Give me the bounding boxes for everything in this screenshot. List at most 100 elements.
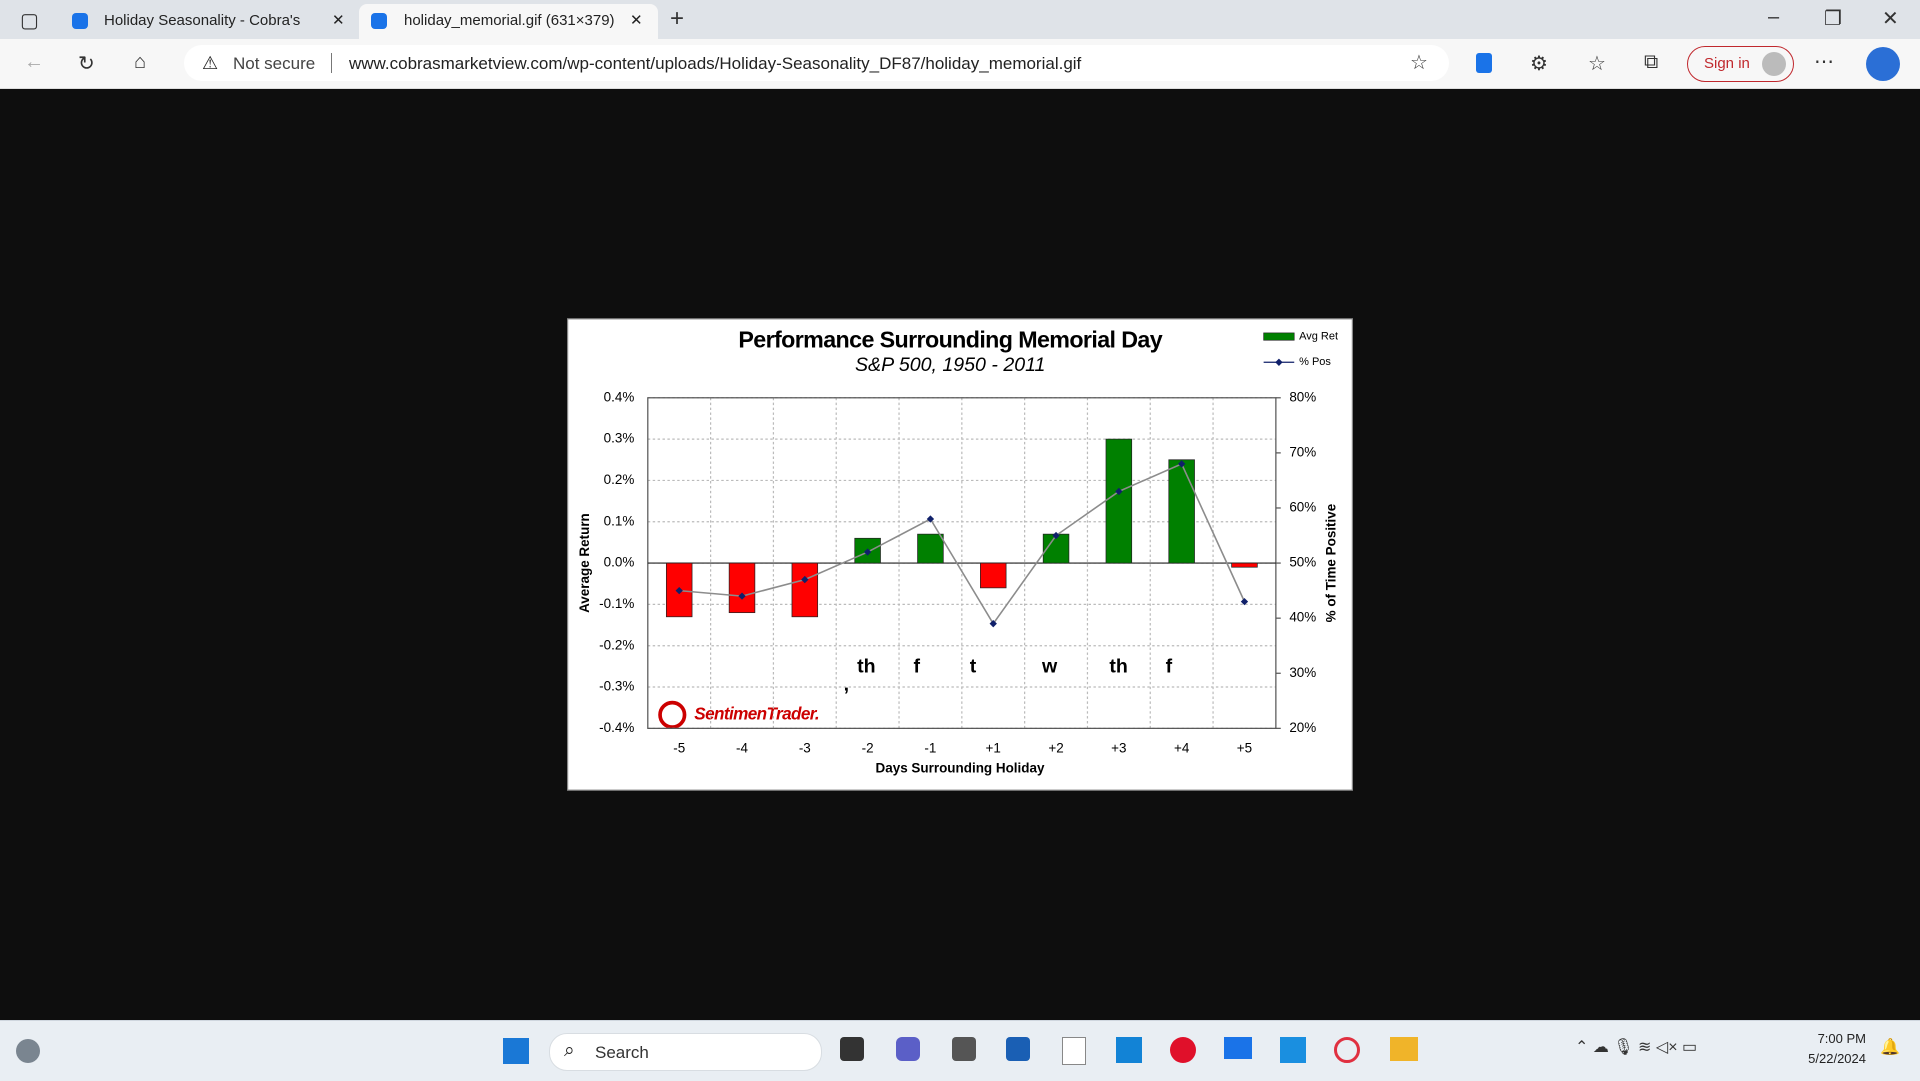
extension[interactable]	[1476, 53, 1492, 73]
annotation: ,	[844, 674, 849, 696]
app[interactable]	[1280, 1037, 1306, 1063]
separator	[331, 53, 332, 73]
minimize[interactable]: –	[1768, 6, 1780, 28]
sign-in[interactable]: Sign in	[1687, 46, 1794, 82]
y-tick-label: -0.3%	[599, 679, 634, 694]
x-tick-label: +4	[1174, 741, 1190, 756]
bar	[917, 533, 944, 564]
notifications[interactable]: 🔔	[1880, 1039, 1900, 1056]
legend-swatch	[1263, 332, 1295, 341]
y2-tick-label: 50%	[1289, 555, 1316, 570]
y2-axis-label: % of Time Positive	[1324, 503, 1339, 622]
y2-tick-label: 30%	[1289, 665, 1316, 680]
y-tick-label: 0.0%	[604, 555, 635, 570]
restore[interactable]: ❐	[1824, 8, 1842, 30]
y-tick-label: -0.2%	[599, 637, 634, 652]
chart: Performance Surrounding Memorial Day S&P…	[567, 318, 1353, 791]
favicon	[72, 13, 88, 29]
url: www.cobrasmarketview.com/wp-content/uplo…	[349, 54, 1082, 73]
tab-menu[interactable]: ▢	[20, 10, 39, 32]
x-tick-label: -3	[799, 741, 811, 756]
clock-time: 7:00 PM	[1817, 1031, 1866, 1046]
y2-tick-label: 40%	[1289, 610, 1316, 625]
x-tick-label: -2	[862, 741, 874, 756]
start[interactable]	[503, 1038, 529, 1064]
app[interactable]	[1224, 1037, 1252, 1059]
new-tab[interactable]: +	[670, 5, 685, 32]
y-tick-label: 0.2%	[604, 472, 635, 487]
favorites[interactable]: ☆	[1588, 53, 1606, 75]
bar	[791, 562, 819, 618]
legend-marker	[1275, 358, 1283, 366]
copilot[interactable]	[1866, 47, 1900, 81]
tab-active[interactable]: holiday_memorial.gif (631×379) ✕	[359, 4, 658, 39]
reload[interactable]: ↻	[78, 53, 95, 75]
taskbar: ⌕ Search ⌃ ☁ 🎙 ≋ ◁× ▭ 7:00 PM 5/22/2024 …	[0, 1020, 1920, 1081]
favorite-star[interactable]: ☆	[1410, 52, 1428, 74]
app[interactable]	[1390, 1037, 1418, 1061]
app[interactable]	[840, 1037, 864, 1061]
x-tick-label: +2	[1048, 741, 1063, 756]
bar	[1168, 459, 1195, 564]
y-tick-label: 0.4%	[604, 389, 635, 404]
app[interactable]	[1334, 1037, 1360, 1063]
address-row: ← ↻ ⌂ ⚠ Not secure www.cobrasmarketview.…	[0, 39, 1920, 89]
address-bar[interactable]: ⚠ Not secure www.cobrasmarketview.com/wp…	[184, 45, 1449, 81]
sign-in-label: Sign in	[1704, 55, 1750, 72]
marker	[1177, 460, 1186, 468]
annotation: f	[1166, 655, 1173, 677]
home[interactable]: ⌂	[134, 51, 147, 73]
bar	[980, 562, 1007, 589]
avatar	[1762, 52, 1786, 76]
y2-tick-label: 60%	[1289, 500, 1316, 515]
warning-icon: ⚠	[202, 53, 219, 73]
close[interactable]: ✕	[1882, 8, 1899, 30]
extensions[interactable]: ⚙	[1530, 53, 1548, 75]
more[interactable]: ⋯	[1814, 51, 1834, 73]
tab-title: holiday_memorial.gif (631×379)	[404, 12, 615, 29]
search-box[interactable]: ⌕ Search	[549, 1033, 822, 1071]
app[interactable]	[896, 1037, 920, 1061]
y2-tick-label: 20%	[1289, 720, 1316, 735]
y-tick-label: -0.1%	[599, 596, 634, 611]
app[interactable]	[1006, 1037, 1030, 1061]
annotation: f	[913, 655, 920, 677]
clock-date: 5/22/2024	[1808, 1051, 1866, 1066]
logo: SentimenTrader.	[694, 703, 819, 723]
legend-label: Avg Ret	[1299, 330, 1338, 342]
tab[interactable]: Holiday Seasonality - Cobra's Ma ✕	[64, 4, 356, 39]
search-icon: ⌕	[564, 1040, 575, 1061]
legend-label: % Pos	[1299, 356, 1331, 368]
tray[interactable]: ⌃ ☁ 🎙 ≋ ◁× ▭	[1575, 1039, 1698, 1056]
app[interactable]	[952, 1037, 976, 1061]
app[interactable]	[1116, 1037, 1142, 1063]
x-tick-label: -4	[736, 741, 748, 756]
x-tick-label: +3	[1111, 741, 1126, 756]
x-tick-label: +1	[986, 741, 1001, 756]
x-axis-label: Days Surrounding Holiday	[876, 760, 1045, 775]
y2-tick-label: 80%	[1289, 389, 1316, 404]
chart-title: Performance Surrounding Memorial Day	[738, 327, 1162, 353]
chart-subtitle: S&P 500, 1950 - 2011	[855, 354, 1045, 376]
annotation: th	[857, 655, 875, 677]
y-tick-label: 0.3%	[604, 431, 635, 446]
security-status: Not secure	[233, 54, 316, 73]
collections[interactable]: ⧉	[1644, 51, 1659, 73]
tab-close[interactable]: ✕	[332, 12, 345, 29]
bar	[1231, 562, 1258, 568]
marker	[1115, 487, 1123, 496]
tab-close[interactable]: ✕	[630, 12, 643, 29]
annotation: w	[1041, 655, 1058, 677]
x-tick-label: +5	[1237, 741, 1252, 756]
annotation: t	[970, 655, 977, 677]
favicon	[371, 13, 387, 29]
logo-icon	[658, 700, 687, 729]
back[interactable]: ←	[24, 51, 44, 73]
widgets[interactable]	[16, 1039, 40, 1063]
bar	[728, 562, 756, 614]
y-tick-label: -0.4%	[599, 720, 634, 735]
app[interactable]	[1170, 1037, 1196, 1063]
app[interactable]	[1062, 1037, 1086, 1065]
bar	[1105, 438, 1133, 564]
